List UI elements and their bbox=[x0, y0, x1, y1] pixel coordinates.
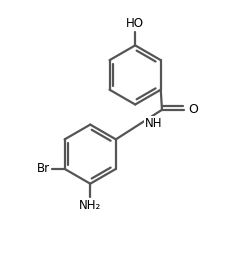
Text: NH: NH bbox=[145, 117, 162, 130]
Text: NH₂: NH₂ bbox=[79, 199, 101, 212]
Text: HO: HO bbox=[126, 17, 144, 31]
Text: Br: Br bbox=[37, 162, 51, 175]
Text: O: O bbox=[188, 103, 198, 116]
